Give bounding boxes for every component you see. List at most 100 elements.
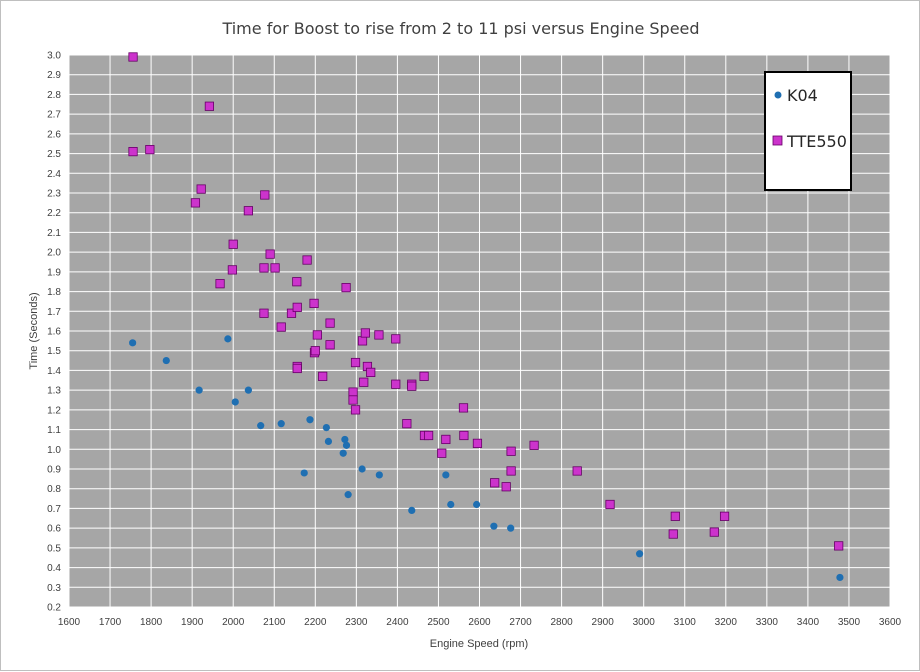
y-tick-label: 2.4 [47,169,61,180]
y-tick-label: 3.0 [47,51,61,62]
y-tick-label: 0.9 [47,465,61,476]
tte550-point [265,249,275,259]
x-axis-title: Engine Speed (rpm) [430,638,528,650]
tte550-point [309,298,319,309]
y-tick-label: 2.7 [47,110,61,121]
tte550-point [310,346,320,356]
x-tick-label: 3100 [674,617,697,628]
k04-point [341,435,349,444]
tte550-point [128,146,138,157]
k04-point [358,465,366,473]
k04-point [836,573,844,582]
tte550-point [407,381,417,391]
tte550-point [506,446,516,456]
y-tick-label: 0.8 [47,484,61,495]
tte550-point [348,395,358,405]
tte550-point [458,403,469,413]
k04-point [473,500,481,509]
legend-k04-marker [774,91,782,99]
k04-point [442,471,450,479]
tte550-point [357,336,368,346]
y-tick-label: 0.6 [47,524,61,535]
tte550-point [196,184,206,194]
series-layer [128,52,844,582]
tte550-point [366,367,376,378]
x-tick-label: 3000 [633,617,656,628]
k04-point [375,471,383,479]
tte550-point [286,308,297,318]
k04-point [162,356,170,365]
series-tte550 [128,52,844,551]
tte550-point [472,438,483,448]
x-tick-label: 2500 [427,617,450,628]
y-tick-label: 2.6 [47,129,61,140]
tte550-point [572,466,582,476]
x-axis-ticks: 1600 1700 1800 1900 2000 2100 2200 2300 2400 2500… [58,617,902,628]
tte550-point [605,499,615,510]
tte550-point [292,302,302,312]
legend: K04 TTE550 [764,71,852,191]
x-tick-label: 3600 [879,617,902,628]
tte550-point [419,371,429,381]
x-tick-label: 2800 [550,617,573,628]
x-tick-label: 3400 [797,617,820,628]
x-tick-label: 3500 [838,617,861,628]
tte550-point [719,511,730,521]
y-axis-title: Time (Seconds) [28,292,40,369]
tte550-point [402,419,412,429]
y-tick-label: 1.9 [47,267,61,278]
tte550-point [441,434,451,445]
y-tick-label: 2.3 [47,189,61,200]
y-tick-label: 1.5 [47,346,61,357]
tte550-point [529,440,539,450]
k04-point [322,424,330,432]
tte550-point [325,318,335,328]
k04-point [300,469,308,477]
y-tick-label: 2.9 [47,70,61,81]
tte550-point [259,308,269,318]
y-axis-ticks: 0.2 0.3 0.4 0.5 0.6 0.7 0.8 0.9 1.0 1.1 1.2 1.3 1.4 1… [47,51,61,614]
tte550-point [292,277,302,287]
tte550-point [341,283,351,293]
k04-point [344,491,352,499]
k04-point [324,437,333,445]
x-tick-label: 2300 [345,617,368,628]
tte550-point [437,448,447,458]
x-tick-label: 2200 [304,617,327,628]
k04-point [277,420,285,428]
x-tick-label: 1900 [181,617,204,628]
x-tick-label: 2400 [386,617,409,628]
tte550-point [423,430,434,441]
tte550-point [302,255,312,265]
gridlines [68,54,891,608]
x-tick-label: 3200 [715,617,738,628]
tte550-point [348,387,358,397]
tte550-point [128,52,138,62]
tte550-point [709,527,719,537]
x-tick-label: 1800 [140,617,163,628]
legend-k04-label: K04 [787,86,818,105]
y-tick-label: 0.3 [47,583,61,594]
tte550-point [350,405,361,415]
tte550-point [506,466,516,476]
tte550-point [270,263,280,273]
x-tick-label: 1700 [99,617,122,628]
y-tick-label: 1.1 [47,425,61,436]
tte550-point [374,330,384,340]
tte550-point [490,478,500,488]
tte550-point [360,328,370,338]
tte550-point [145,145,155,155]
y-tick-label: 1.0 [47,445,61,456]
y-tick-label: 1.6 [47,327,61,338]
k04-point [408,506,416,514]
k04-point [224,335,232,343]
tte550-point [391,334,401,344]
tte550-point [260,190,270,200]
k04-point [129,339,137,347]
y-tick-label: 1.3 [47,386,61,397]
y-tick-label: 0.5 [47,543,61,554]
legend-tte550-label: TTE550 [786,132,847,151]
k04-point [339,449,347,457]
